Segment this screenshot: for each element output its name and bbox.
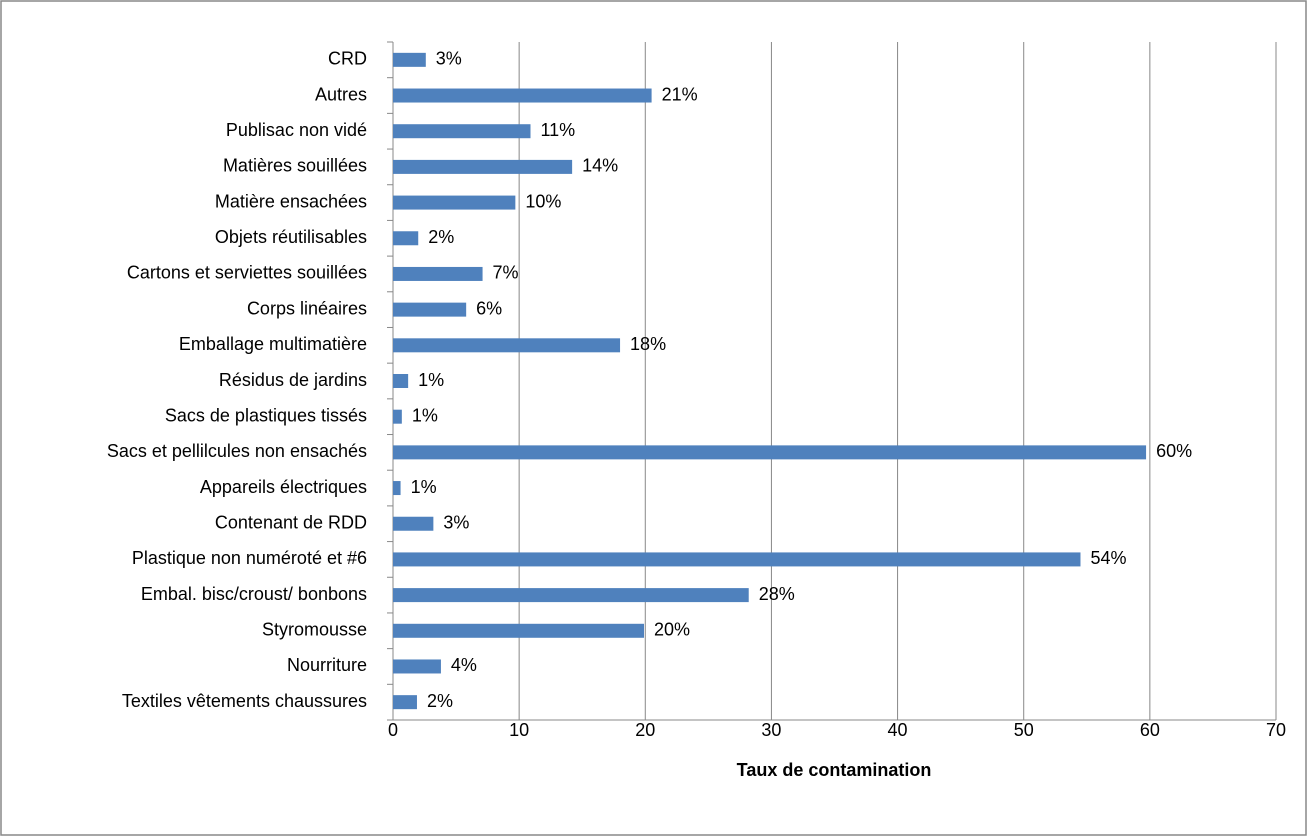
data-label: 3% [443,512,469,532]
bar [393,159,573,174]
y-tick-label: Objets réutilisables [215,227,367,247]
x-tick-label: 30 [761,720,781,740]
bar [393,338,621,353]
bar [393,302,467,317]
data-label: 21% [662,84,698,104]
bar [393,52,426,67]
bar [393,659,441,674]
data-label: 1% [412,405,438,425]
y-tick-label: Styromousse [262,620,367,640]
y-tick-label: Embal. bisc/croust/ bonbons [141,584,367,604]
data-label: 20% [654,620,690,640]
x-axis-label: Taux de contamination [737,760,932,780]
data-label: 14% [582,156,618,176]
y-tick-label: Textiles vêtements chaussures [122,691,367,711]
bar [393,695,417,710]
bar [393,588,749,603]
y-tick-label: Cartons et serviettes souillées [127,263,367,283]
y-tick-label: Publisac non vidé [226,120,367,140]
data-label: 1% [411,477,437,497]
y-tick-label: Sacs de plastiques tissés [165,405,367,425]
bar [393,231,419,246]
data-label: 60% [1156,441,1192,461]
bar [393,481,401,496]
data-label: 3% [436,49,462,69]
data-label: 4% [451,655,477,675]
data-label: 2% [427,691,453,711]
x-tick-label: 60 [1140,720,1160,740]
x-tick-label: 50 [1014,720,1034,740]
y-tick-label: Résidus de jardins [219,370,367,390]
bar [393,409,402,424]
y-tick-label: Plastique non numéroté et #6 [132,548,367,568]
x-tick-label: 0 [388,720,398,740]
y-tick-label: Appareils électriques [200,477,367,497]
x-tick-label: 10 [509,720,529,740]
data-label: 7% [493,263,519,283]
bar [393,623,645,638]
y-tick-label: Contenant de RDD [215,512,367,532]
y-tick-label: Nourriture [287,655,367,675]
bar [393,445,1147,460]
y-tick-label: Matière ensachées [215,191,367,211]
data-label: 18% [630,334,666,354]
x-tick-label: 70 [1266,720,1286,740]
bar [393,516,434,531]
data-label: 28% [759,584,795,604]
bar [393,88,652,103]
bar [393,552,1081,567]
bar [393,195,516,210]
bar [393,266,483,281]
data-label: 54% [1090,548,1126,568]
y-tick-label: Corps linéaires [247,298,367,318]
bar [393,124,531,139]
y-tick-label: Matières souillées [223,156,367,176]
x-tick-label: 40 [888,720,908,740]
data-label: 11% [540,120,575,140]
data-label: 1% [418,370,444,390]
x-tick-label: 20 [635,720,655,740]
data-label: 6% [476,298,502,318]
data-label: 10% [525,191,561,211]
y-tick-label: Sacs et pellilcules non ensachés [107,441,367,461]
bar [393,374,409,388]
y-tick-label: Emballage multimatière [179,334,367,354]
y-tick-label: Autres [315,84,367,104]
data-label: 2% [428,227,454,247]
y-tick-label: CRD [328,49,367,69]
